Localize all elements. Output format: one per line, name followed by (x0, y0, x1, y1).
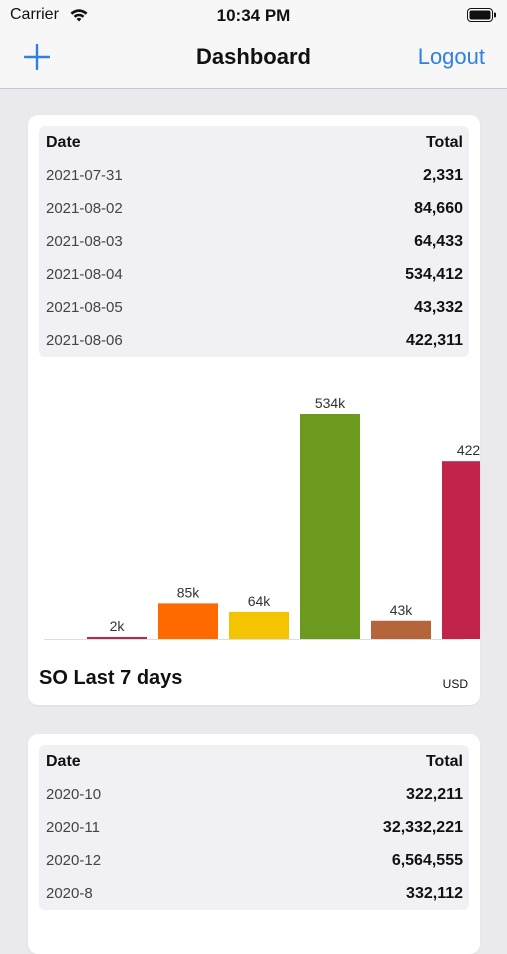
bar-value-label: 2k (110, 618, 126, 634)
row-date: 2021-08-04 (46, 266, 123, 283)
battery-icon (467, 7, 497, 28)
table-row: 2020-12 6,564,555 (39, 844, 469, 877)
row-total: 6,564,555 (391, 852, 463, 869)
table-row: 2020-8 332,112 (39, 877, 469, 910)
page-title: Dashboard (196, 44, 311, 69)
table-row: 2020-10 322,211 (39, 778, 469, 811)
logout-button[interactable]: Logout (417, 44, 485, 69)
clock: 10:34 PM (216, 6, 291, 25)
row-date: 2021-08-06 (46, 332, 123, 349)
sales-bar-chart: 2k 85k 64k 534k 43k 422k (44, 395, 480, 640)
table-row: 2020-11 32,332,221 (39, 811, 469, 844)
row-total: 64,433 (414, 233, 463, 250)
row-date: 2020-8 (46, 885, 93, 902)
daily-sales-card: Date Total 2021-07-31 2,331 2021-08-02 8… (28, 115, 480, 705)
row-date: 2021-07-31 (46, 167, 123, 184)
bar-value-label: 85k (177, 584, 201, 600)
row-total: 422,311 (406, 332, 463, 349)
row-date: 2020-10 (46, 786, 102, 803)
currency-unit-label: USD (442, 677, 468, 691)
chart-title: SO Last 7 days (39, 667, 183, 689)
row-date: 2020-11 (46, 819, 100, 836)
table-header: Date Total (39, 126, 469, 159)
row-total: 332,112 (406, 885, 463, 902)
carrier-label: Carrier (10, 6, 59, 23)
total-column-header: Total (425, 134, 463, 151)
table-row: 2021-08-05 43,332 (39, 291, 469, 324)
daily-totals-table: Date Total 2021-07-31 2,331 2021-08-02 8… (39, 126, 469, 357)
table-row: 2021-08-06 422,311 (39, 324, 469, 357)
row-date: 2021-08-05 (46, 299, 123, 316)
chart-bar (229, 611, 289, 639)
row-date: 2021-08-02 (46, 200, 123, 217)
date-column-header: Date (46, 134, 81, 151)
chart-bar (87, 637, 147, 639)
chart-bar (442, 461, 480, 639)
table-row: 2021-08-03 64,433 (39, 225, 469, 258)
row-total: 43,332 (414, 299, 463, 316)
add-button[interactable] (23, 43, 51, 71)
row-date: 2021-08-03 (46, 233, 123, 250)
table-row: 2021-07-31 2,331 (39, 159, 469, 192)
table-header: Date Total (39, 745, 469, 778)
chart-bar (300, 414, 360, 639)
chart-bar (158, 603, 218, 639)
plus-icon (23, 43, 51, 71)
bar-value-label: 422k (457, 442, 480, 458)
table-row: 2021-08-04 534,412 (39, 258, 469, 291)
row-total: 84,660 (414, 200, 463, 217)
wifi-icon (69, 7, 89, 28)
monthly-sales-card: Date Total 2020-10 322,211 2020-11 32,33… (28, 734, 480, 954)
row-total: 32,332,221 (382, 819, 463, 836)
row-total: 2,331 (422, 167, 463, 184)
row-total: 534,412 (405, 266, 463, 283)
navigation-bar: Dashboard Logout (0, 32, 507, 89)
row-date: 2020-12 (46, 852, 102, 869)
bar-value-label: 43k (390, 602, 414, 618)
bar-value-label: 64k (248, 593, 272, 609)
date-column-header: Date (46, 753, 81, 770)
chart-bar (371, 620, 431, 639)
table-row: 2021-08-02 84,660 (39, 192, 469, 225)
row-total: 322,211 (406, 786, 463, 803)
bar-value-label: 534k (315, 395, 346, 411)
status-bar: Carrier 10:34 PM (0, 0, 507, 32)
monthly-totals-table: Date Total 2020-10 322,211 2020-11 32,33… (39, 745, 469, 910)
total-column-header: Total (425, 753, 463, 770)
